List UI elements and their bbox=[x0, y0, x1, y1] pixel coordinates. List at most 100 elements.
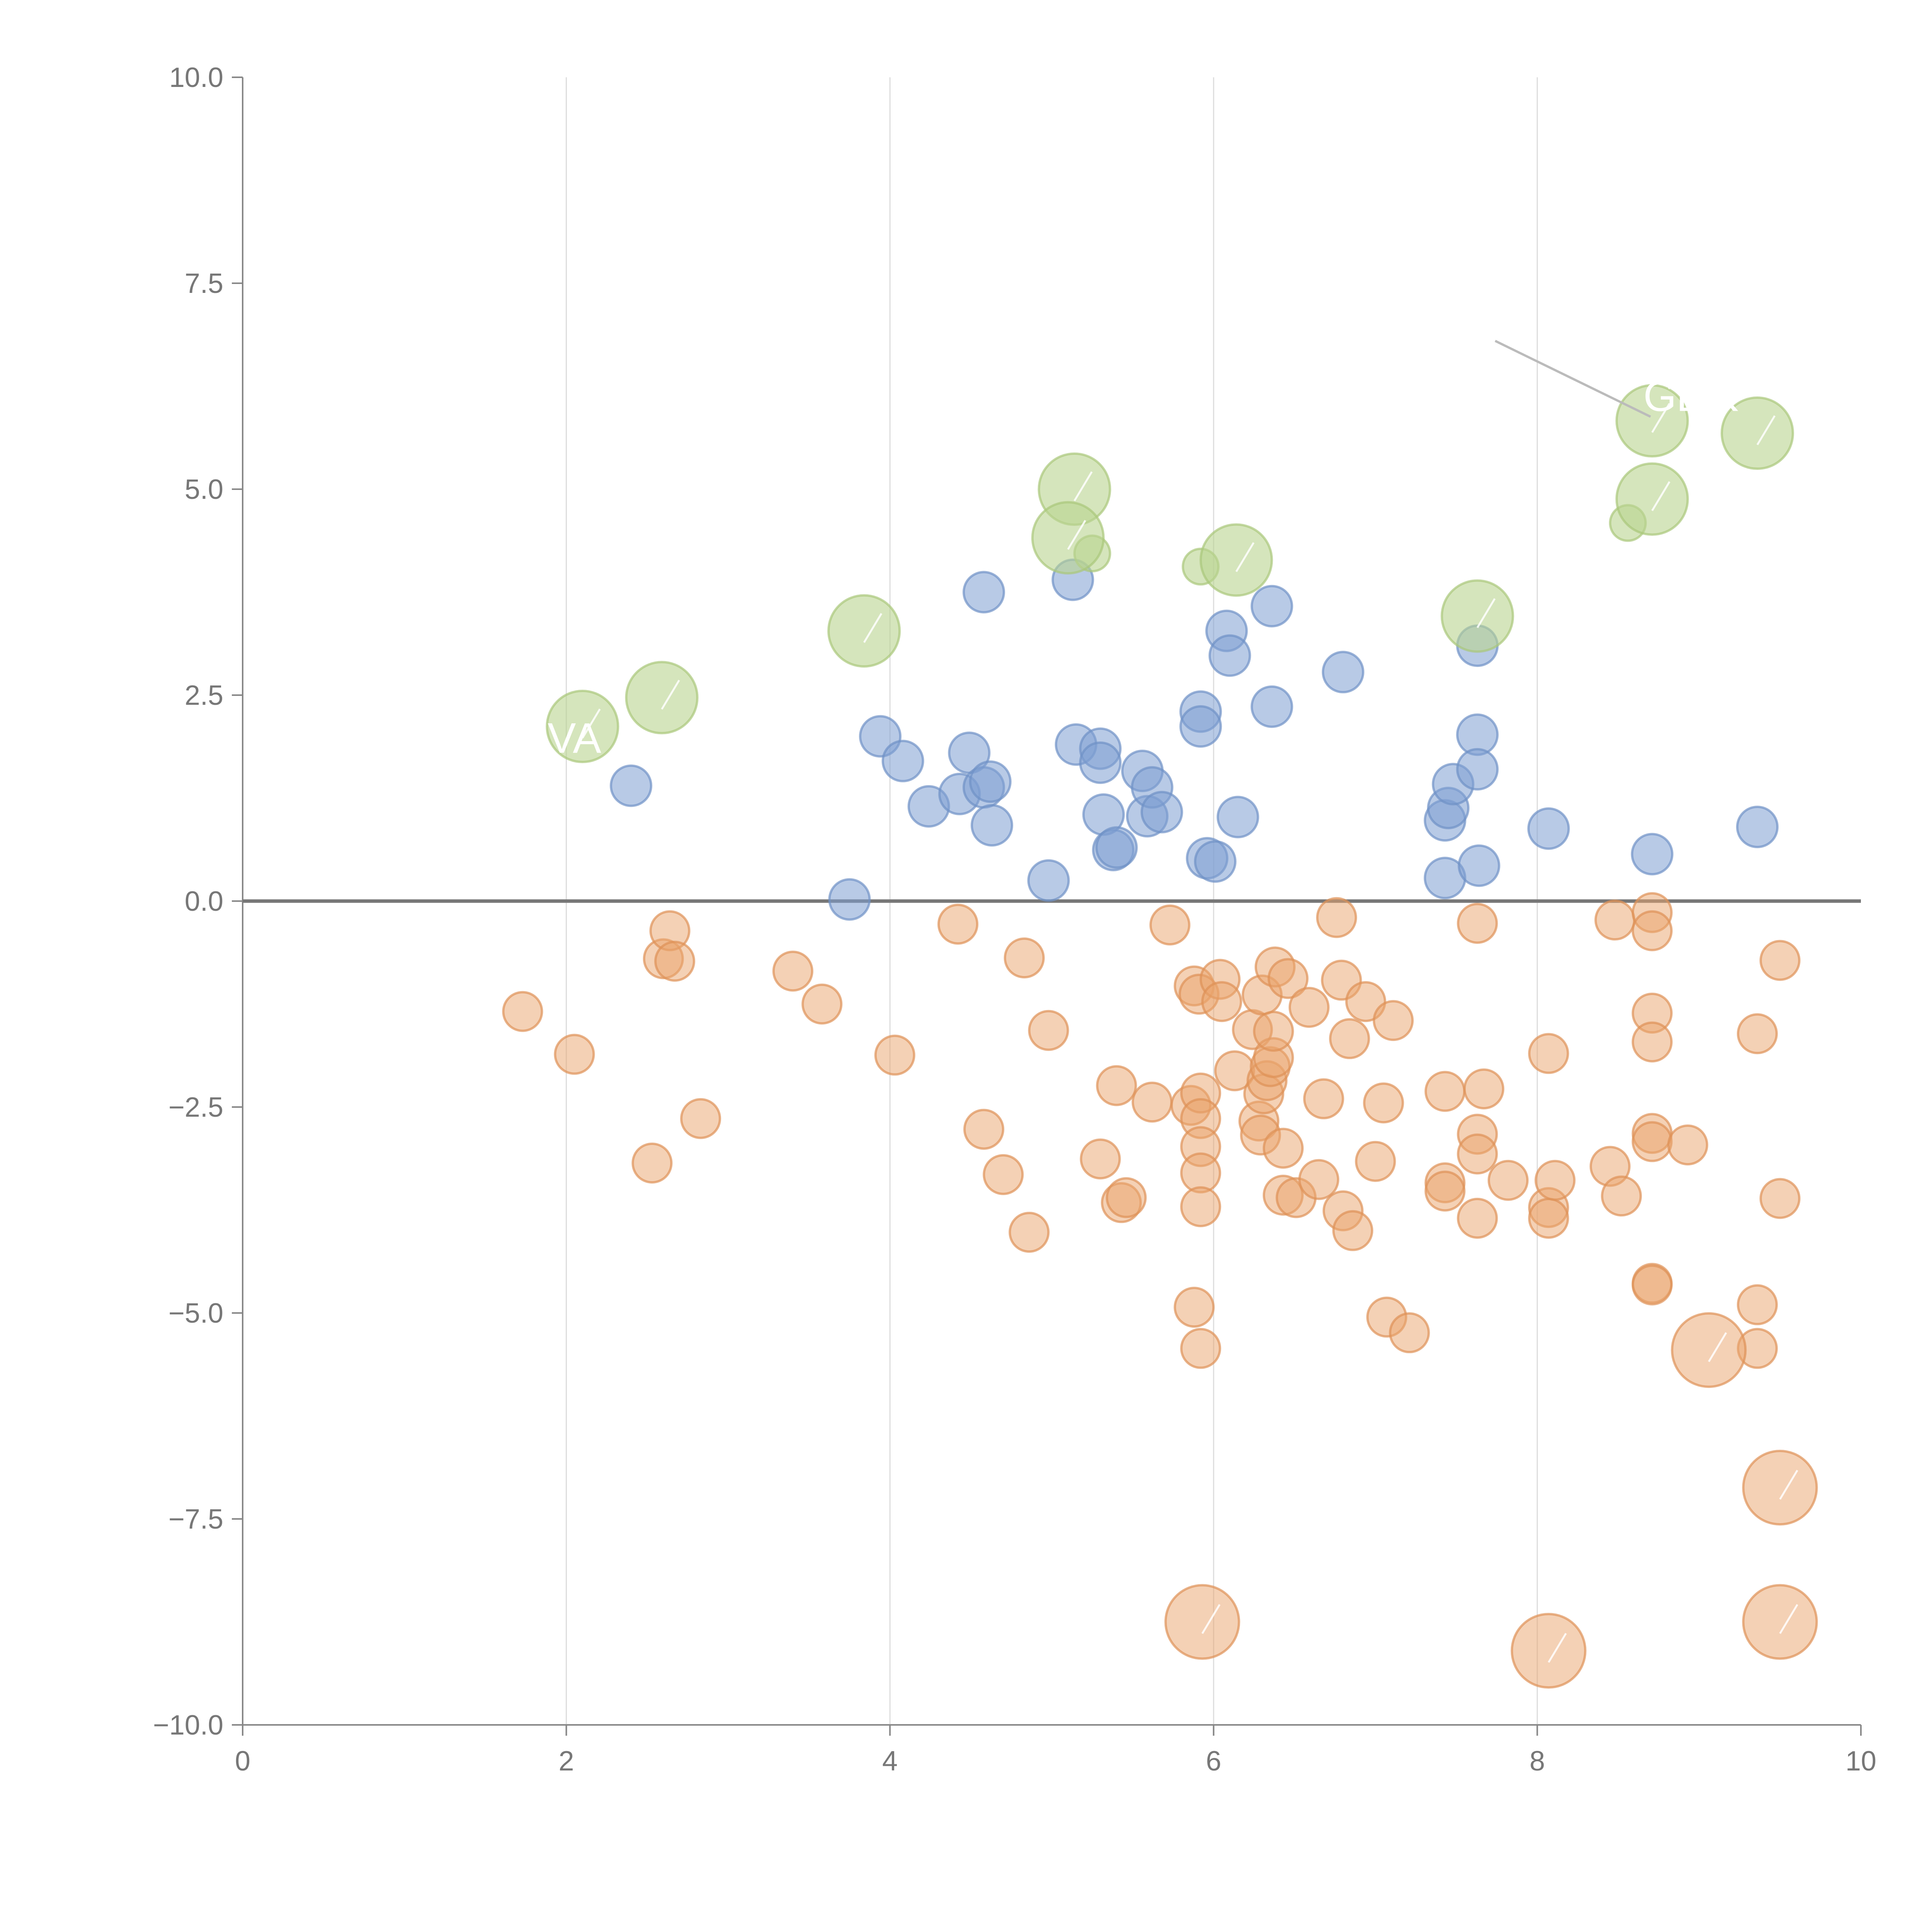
negative-point bbox=[1009, 1212, 1050, 1253]
x-tick-label: 4 bbox=[882, 1746, 898, 1777]
negative-point bbox=[1298, 1159, 1340, 1200]
highlight-large-point bbox=[1615, 384, 1689, 458]
negative-point bbox=[502, 991, 543, 1032]
x-tick-label: 10 bbox=[1845, 1746, 1876, 1777]
positive-point bbox=[971, 804, 1014, 847]
negative-point bbox=[801, 983, 843, 1025]
positive-point bbox=[1027, 859, 1070, 902]
negative-point bbox=[1424, 1071, 1466, 1112]
positive-point bbox=[1179, 705, 1222, 748]
positive-point bbox=[1194, 840, 1236, 883]
highlight-large-point bbox=[1615, 462, 1689, 536]
negative-point bbox=[1267, 958, 1309, 999]
negative-point bbox=[1457, 903, 1498, 944]
y-tick-label: −10.0 bbox=[153, 1710, 223, 1741]
positive-point bbox=[1458, 844, 1500, 887]
negative-point bbox=[1528, 1033, 1569, 1074]
negative-large-point bbox=[1742, 1584, 1818, 1660]
x-tick-label: 6 bbox=[1206, 1746, 1221, 1777]
negative-point bbox=[1332, 1210, 1373, 1251]
positive-point bbox=[1216, 796, 1259, 838]
negative-point bbox=[1105, 1177, 1147, 1218]
highlight-large-point bbox=[1440, 579, 1514, 653]
negative-large-point bbox=[1742, 1449, 1818, 1526]
negative-large-point bbox=[1164, 1584, 1240, 1660]
positive-point bbox=[1079, 741, 1122, 784]
negative-point bbox=[1253, 1010, 1294, 1052]
positive-point bbox=[1250, 685, 1293, 728]
negative-point bbox=[1180, 1186, 1221, 1227]
negative-point bbox=[1355, 1141, 1396, 1182]
negative-point bbox=[1594, 900, 1636, 941]
negative-point bbox=[1631, 1121, 1673, 1162]
negative-point bbox=[1601, 1175, 1642, 1217]
negative-point bbox=[1201, 981, 1242, 1022]
negative-point bbox=[1003, 937, 1045, 979]
negative-point bbox=[1488, 1160, 1529, 1201]
highlight-large-point bbox=[1199, 523, 1273, 597]
bubble-layer bbox=[502, 384, 1818, 1689]
y-tick-label: 10.0 bbox=[169, 62, 223, 93]
y-tick-label: 2.5 bbox=[185, 680, 223, 711]
highlight-large-point bbox=[1720, 396, 1794, 470]
highlight-large-point bbox=[625, 661, 699, 735]
negative-point bbox=[1080, 1138, 1121, 1180]
bubble-label-stub bbox=[1548, 1633, 1567, 1663]
bubble-label-stub bbox=[1708, 1332, 1727, 1362]
negative-point bbox=[1028, 1010, 1069, 1051]
y-tick-label: 7.5 bbox=[185, 268, 223, 299]
annotation-layer: VA GL K bbox=[548, 340, 1798, 1663]
negative-point bbox=[1329, 1018, 1370, 1060]
negative-point bbox=[1667, 1124, 1708, 1166]
negative-large-point bbox=[1510, 1613, 1587, 1689]
bubble-label-stub bbox=[582, 708, 601, 739]
negative-point bbox=[1736, 1013, 1778, 1054]
negative-point bbox=[1363, 1082, 1404, 1124]
negative-point bbox=[1457, 1197, 1498, 1239]
negative-point bbox=[1631, 910, 1673, 951]
bubble-label-stub bbox=[1651, 481, 1670, 511]
bubble-label-stub bbox=[1779, 1604, 1798, 1634]
negative-point bbox=[983, 1154, 1024, 1195]
annotation-label: VA bbox=[548, 714, 601, 762]
negative-point bbox=[1759, 1178, 1801, 1219]
positive-point bbox=[828, 878, 871, 921]
negative-point bbox=[554, 1034, 595, 1075]
axis-layer: 10.0 7.5 5.0 2.5 0.0 −2.5 −5.0 −7.5 −10.0 0 2 4 6 8 10 bbox=[153, 62, 1876, 1777]
bubble-label-stub bbox=[1067, 520, 1087, 550]
annotation-label: GL K bbox=[1643, 372, 1739, 420]
negative-point bbox=[1528, 1197, 1569, 1239]
x-tick-label: 8 bbox=[1529, 1746, 1545, 1777]
y-tick-label: 5.0 bbox=[185, 474, 223, 505]
negative-point bbox=[1372, 1000, 1414, 1041]
negative-point bbox=[1316, 897, 1357, 938]
positive-point bbox=[1631, 833, 1673, 876]
positive-point bbox=[969, 760, 1012, 803]
y-tick-label: −5.0 bbox=[168, 1298, 223, 1329]
bubble-label-stub bbox=[1476, 598, 1496, 628]
negative-point bbox=[654, 940, 696, 982]
bubble-label-stub bbox=[1073, 471, 1093, 502]
negative-point bbox=[1759, 940, 1801, 981]
highlight-large-point bbox=[546, 690, 619, 764]
negative-point bbox=[937, 903, 979, 945]
negative-point bbox=[963, 1109, 1005, 1150]
callout-leader-line bbox=[1495, 340, 1651, 418]
negative-point bbox=[1131, 1082, 1173, 1123]
positive-point bbox=[1527, 807, 1570, 850]
negative-point bbox=[1631, 1264, 1673, 1306]
bubble-label-stub bbox=[1651, 403, 1670, 433]
negative-point bbox=[1534, 1160, 1576, 1201]
negative-point bbox=[680, 1098, 721, 1139]
y-tick-label: −2.5 bbox=[168, 1092, 223, 1123]
negative-large-point bbox=[1671, 1312, 1747, 1388]
negative-point bbox=[1736, 1284, 1778, 1325]
y-tick-label: −7.5 bbox=[168, 1504, 223, 1535]
negative-point bbox=[874, 1034, 915, 1076]
positive-point bbox=[1321, 651, 1364, 694]
negative-point bbox=[1096, 1065, 1137, 1106]
bubble-label-stub bbox=[863, 613, 883, 643]
negative-point bbox=[631, 1142, 673, 1184]
negative-point bbox=[1457, 1133, 1498, 1175]
